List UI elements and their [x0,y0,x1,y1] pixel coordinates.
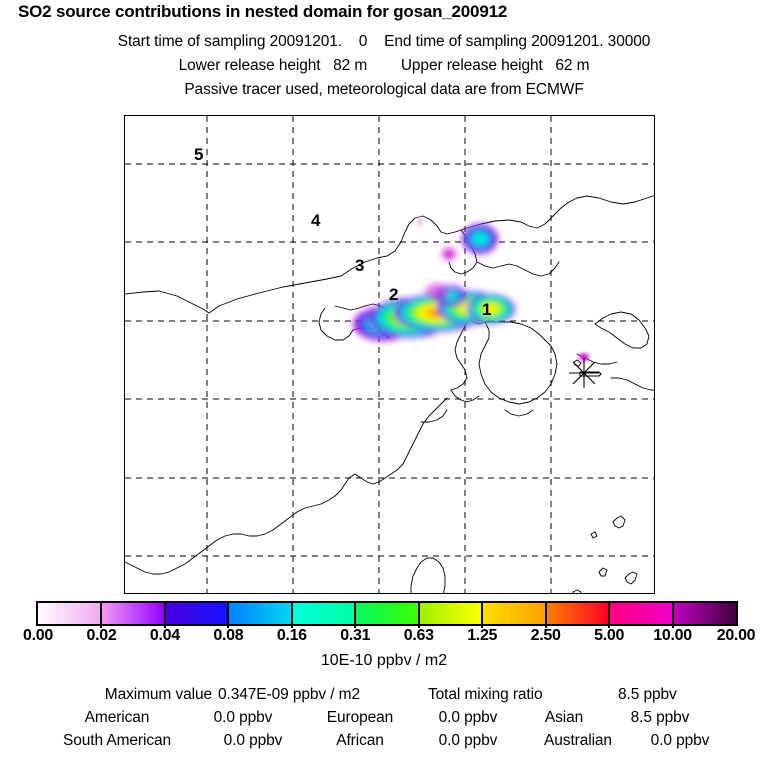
colorbar-divider-2 [163,603,166,628]
colorbar-segment-4 [291,603,356,624]
day-label-5: 5 [194,145,204,164]
colorbar-tick-2.50: 2.50 [530,627,561,644]
colorbar-segment-2 [164,603,229,624]
region-label-australian: Australian [544,732,612,749]
region-value-american: 0.0 ppbv [213,709,273,726]
region-value-south-american: 0.0 ppbv [223,732,283,749]
map-panel: 5 4 3 2 1 [124,115,655,594]
colorbar [36,601,738,628]
map-canvas [125,116,654,593]
maximum-value-value: 0.347E-09 ppbv / m2 [218,686,360,703]
release-height-line: Lower release height 82 m Upper release … [178,57,590,74]
colorbar-divider-8 [544,603,547,628]
release-site-asterisk-icon [569,358,602,388]
colorbar-segment-10 [672,603,736,624]
coastline-outlines [125,195,654,593]
sampling-time-line: Start time of sampling 20091201. 0 End t… [117,33,651,50]
colorbar-divider-10 [671,603,674,628]
region-value-european: 0.0 ppbv [438,709,498,726]
map-gridlines [125,116,654,593]
day-label-1: 1 [482,300,492,319]
colorbar-tick-10.00: 10.00 [653,627,692,644]
colorbar-divider-1 [100,603,103,628]
colorbar-tick-0.31: 0.31 [340,627,371,644]
footer-row-regions-1: American 0.0 ppbv European 0.0 ppbv Asia… [0,709,768,732]
colorbar-tick-0.63: 0.63 [403,627,434,644]
region-label-european: European [326,709,394,726]
total-mixing-ratio-value: 8.5 ppbv [618,686,677,703]
colorbar-tick-1.25: 1.25 [467,627,498,644]
region-value-asian: 8.5 ppbv [630,709,690,726]
summary-footer: Maximum value 0.347E-09 ppbv / m2 Total … [0,686,768,755]
colorbar-segment-7 [482,603,546,624]
plume-concentration-field [353,224,515,341]
colorbar-divider-4 [290,603,293,628]
day-label-2: 2 [389,285,399,304]
region-label-asian: Asian [544,709,584,726]
colorbar-segment-6 [418,603,483,624]
colorbar-tick-0.16: 0.16 [276,627,307,644]
region-label-american: American [84,709,150,726]
colorbar-tick-0.02: 0.02 [86,627,117,644]
footer-row-regions-2: South American 0.0 ppbv African 0.0 ppbv… [0,732,768,755]
maximum-value-label: Maximum value [104,686,212,703]
region-label-south-american: South American [62,732,172,749]
colorbar-tick-0.00: 0.00 [23,627,53,644]
footer-row-totals: Maximum value 0.347E-09 ppbv / m2 Total … [0,686,768,709]
colorbar-divider-3 [227,603,230,628]
colorbar-divider-7 [481,603,484,628]
day-label-3: 3 [355,256,365,275]
colorbar-segment-9 [609,603,673,624]
total-mixing-ratio-label: Total mixing ratio [428,686,543,703]
colorbar-segment-3 [228,603,292,624]
region-value-african: 0.0 ppbv [438,732,498,749]
colorbar-segment-0 [38,603,102,624]
colorbar-tick-5.00: 5.00 [594,627,625,644]
tracer-meteorology-line: Passive tracer used, meteorological data… [184,81,584,98]
colorbar-unit-label: 10E-10 ppbv / m2 [320,652,448,669]
colorbar-divider-5 [354,603,357,628]
colorbar-segment-1 [101,603,165,624]
colorbar-gradient [36,601,738,628]
colorbar-divider-6 [417,603,420,628]
colorbar-tick-0.08: 0.08 [213,627,244,644]
region-label-african: African [336,732,384,749]
plume-minor-specks [417,217,589,361]
day-label-4: 4 [311,211,321,230]
colorbar-segment-5 [355,603,419,624]
colorbar-divider-9 [608,603,611,628]
page-title: SO2 source contributions in nested domai… [18,2,508,21]
region-value-australian: 0.0 ppbv [650,732,710,749]
colorbar-segment-8 [545,603,610,624]
colorbar-tick-0.04: 0.04 [149,627,180,644]
colorbar-tick-labels: 0.00 0.02 0.04 0.08 0.16 0.31 0.63 1.25 2.50 5.00… [0,627,768,647]
colorbar-tick-20.00: 20.00 [716,627,756,644]
